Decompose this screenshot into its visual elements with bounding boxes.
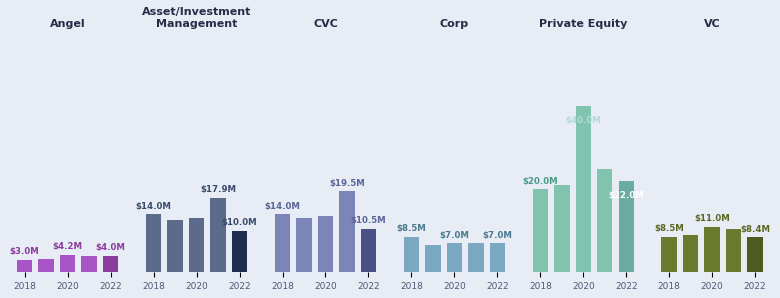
Text: $14.0M: $14.0M bbox=[264, 201, 300, 211]
Text: $8.5M: $8.5M bbox=[654, 224, 684, 233]
Bar bbox=[275, 214, 290, 272]
Title: Asset/Investment
Management: Asset/Investment Management bbox=[142, 7, 251, 29]
Bar bbox=[232, 231, 247, 272]
Bar bbox=[533, 189, 548, 272]
Title: Corp: Corp bbox=[440, 19, 469, 29]
Bar bbox=[726, 229, 741, 272]
Text: $20.0M: $20.0M bbox=[523, 177, 558, 186]
Bar bbox=[81, 256, 97, 272]
Bar bbox=[296, 218, 312, 272]
Bar bbox=[597, 169, 612, 272]
Text: $8.4M: $8.4M bbox=[740, 225, 770, 234]
Text: $19.5M: $19.5M bbox=[329, 179, 365, 188]
Bar bbox=[619, 181, 634, 272]
Bar bbox=[661, 237, 677, 272]
Bar bbox=[704, 227, 720, 272]
Text: $4.2M: $4.2M bbox=[53, 242, 83, 251]
Bar bbox=[60, 255, 76, 272]
Title: Private Equity: Private Equity bbox=[539, 19, 627, 29]
Text: $4.0M: $4.0M bbox=[96, 243, 126, 252]
Bar bbox=[554, 185, 569, 272]
Title: Angel: Angel bbox=[50, 19, 86, 29]
Bar bbox=[425, 245, 441, 272]
Bar bbox=[146, 214, 161, 272]
Text: $11.0M: $11.0M bbox=[694, 214, 730, 223]
Bar bbox=[211, 198, 225, 272]
Text: $3.0M: $3.0M bbox=[10, 247, 40, 256]
Bar bbox=[360, 229, 376, 272]
Text: $10.0M: $10.0M bbox=[222, 218, 257, 227]
Bar bbox=[747, 238, 763, 272]
Bar bbox=[38, 259, 54, 272]
Bar bbox=[189, 218, 204, 272]
Bar bbox=[339, 191, 355, 272]
Text: $17.9M: $17.9M bbox=[200, 185, 236, 194]
Bar bbox=[468, 243, 484, 272]
Title: VC: VC bbox=[704, 19, 721, 29]
Bar bbox=[576, 106, 591, 272]
Text: $40.0M: $40.0M bbox=[566, 116, 601, 125]
Text: $14.0M: $14.0M bbox=[136, 201, 172, 211]
Bar bbox=[317, 216, 333, 272]
Bar bbox=[447, 243, 462, 272]
Text: $7.0M: $7.0M bbox=[439, 231, 470, 240]
Bar bbox=[404, 237, 419, 272]
Bar bbox=[17, 260, 33, 272]
Bar bbox=[683, 235, 698, 272]
Text: $7.0M: $7.0M bbox=[482, 231, 512, 240]
Bar bbox=[490, 243, 505, 272]
Title: CVC: CVC bbox=[313, 19, 338, 29]
Text: $22.0M: $22.0M bbox=[608, 191, 644, 200]
Text: $8.5M: $8.5M bbox=[396, 224, 427, 233]
Text: $10.5M: $10.5M bbox=[351, 216, 386, 225]
Bar bbox=[103, 256, 119, 272]
Bar bbox=[168, 221, 183, 272]
